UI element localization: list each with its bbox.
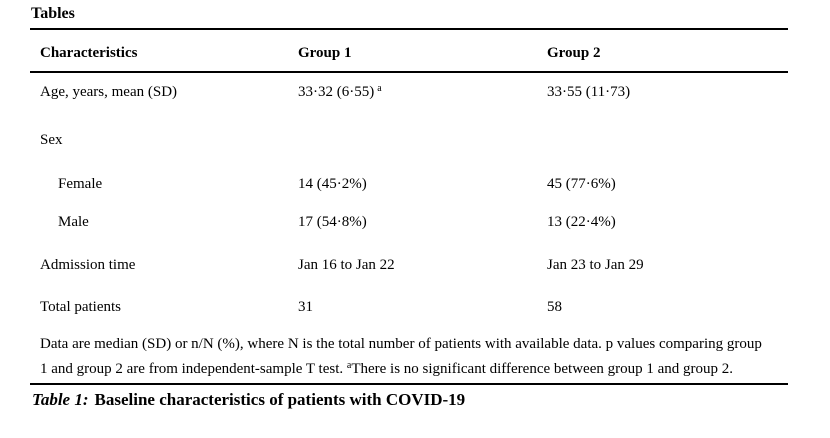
- caption-text: Baseline characteristics of patients wit…: [94, 390, 466, 409]
- table-footnote-line1: Data are median (SD) or n/N (%), where N…: [40, 336, 762, 352]
- superscript-a: a: [377, 83, 382, 94]
- column-header-group2: Group 2: [547, 45, 601, 61]
- group2-cell: 45 (77·6%): [547, 176, 616, 192]
- tables-heading: Tables: [31, 5, 75, 22]
- group2-cell: 13 (22·4%): [547, 214, 616, 230]
- row-label: Male: [58, 214, 89, 230]
- caption-label: Table 1:: [32, 390, 89, 409]
- group1-cell: 31: [298, 299, 313, 315]
- table-header-rule: [30, 71, 788, 73]
- group1-cell: 14 (45·2%): [298, 176, 367, 192]
- group1-cell: 17 (54·8%): [298, 214, 367, 230]
- row-label: Admission time: [40, 257, 136, 273]
- group1-value: 33·32 (6·55): [298, 84, 375, 100]
- table-bottom-rule: [30, 383, 788, 385]
- footnote-line2-pre: 1 and group 2 are from independent-sampl…: [40, 361, 347, 377]
- table-footnote-line2: 1 and group 2 are from independent-sampl…: [40, 360, 733, 378]
- footnote-superscript-a: a: [346, 360, 352, 371]
- row-label: Sex: [40, 132, 63, 148]
- footnote-line2-post: There is no significant difference betwe…: [351, 361, 734, 377]
- table-top-rule: [30, 28, 788, 30]
- column-header-group1: Group 1: [298, 45, 352, 61]
- group1-cell: Jan 16 to Jan 22: [298, 257, 395, 273]
- group2-cell: 58: [547, 299, 562, 315]
- row-label: Age, years, mean (SD): [40, 84, 178, 100]
- row-label: Total patients: [40, 299, 122, 315]
- group2-cell: Jan 23 to Jan 29: [547, 257, 644, 273]
- group2-cell: 33·55 (11·73): [547, 84, 631, 100]
- group1-cell: 33·32 (6·55) a: [298, 83, 382, 101]
- column-header-characteristics: Characteristics: [40, 45, 138, 61]
- table-caption: Table 1: Baseline characteristics of pati…: [32, 390, 465, 410]
- row-label: Female: [58, 176, 103, 192]
